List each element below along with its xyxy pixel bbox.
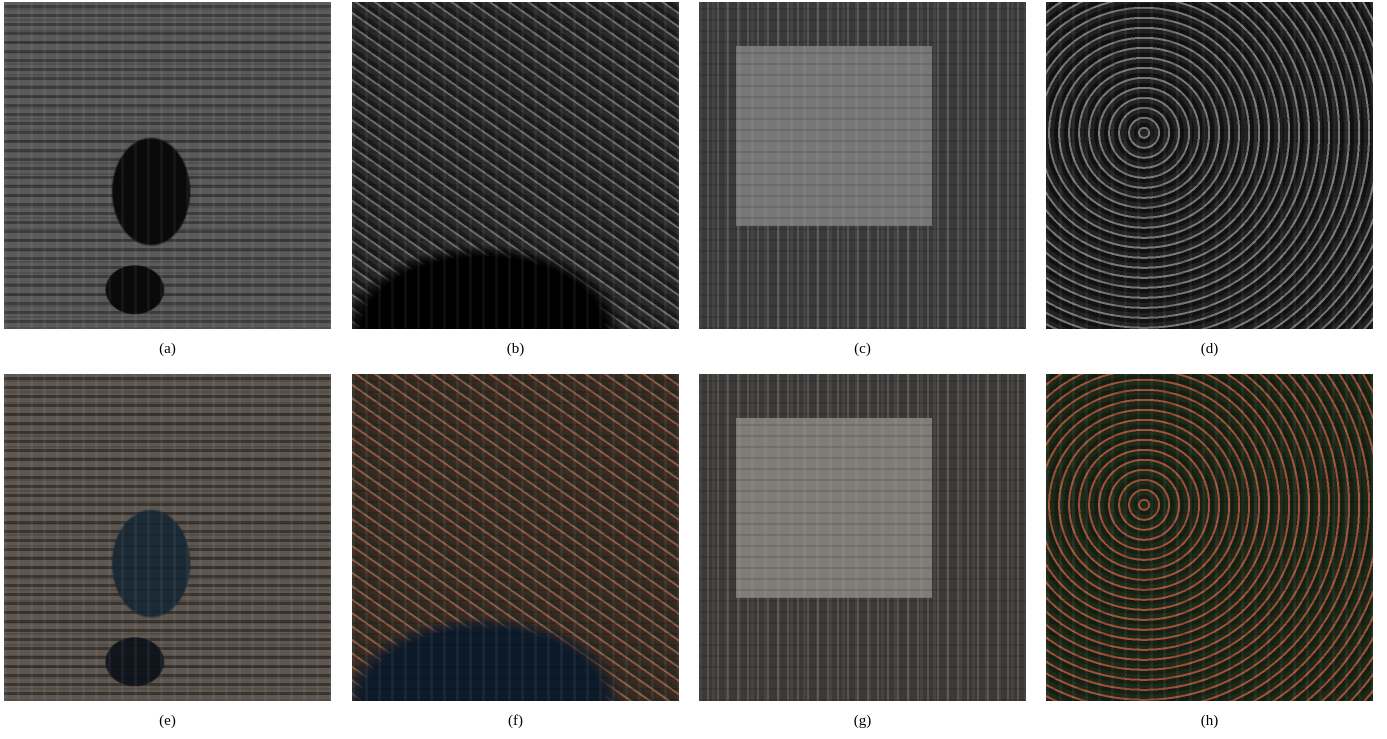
panel-caption: (d) [1200,341,1219,357]
satellite-image [1046,374,1373,701]
image-texture [699,374,1026,701]
panel-caption: (f) [508,713,523,729]
image-texture [1046,374,1373,701]
panel-caption: (h) [1200,713,1219,729]
image-texture [352,2,679,329]
panel-caption: (g) [853,713,872,729]
image-texture [4,2,331,329]
image-texture [352,374,679,701]
panel-caption: (b) [506,341,525,357]
panel-caption: (c) [854,341,871,357]
panel-caption: (e) [159,713,176,729]
satellite-image [4,374,331,701]
satellite-image [699,2,1026,329]
satellite-image [352,2,679,329]
image-texture [699,2,1026,329]
satellite-image [1046,2,1373,329]
panel-caption: (a) [159,341,176,357]
image-texture [4,374,331,701]
satellite-image [699,374,1026,701]
satellite-image [4,2,331,329]
satellite-image [352,374,679,701]
image-texture [1046,2,1373,329]
